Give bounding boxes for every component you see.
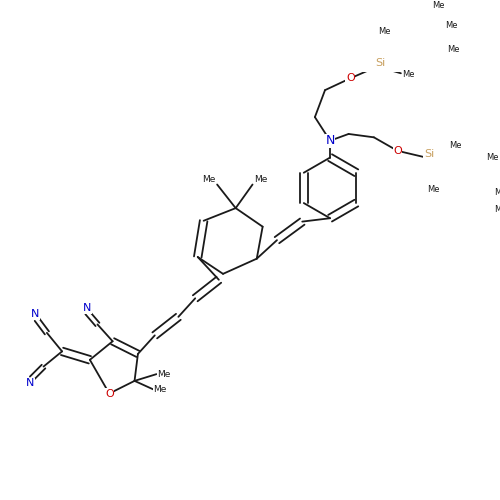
- Text: Me: Me: [445, 20, 458, 30]
- Text: N: N: [83, 304, 92, 314]
- Text: Si: Si: [424, 149, 434, 159]
- Text: Me: Me: [450, 142, 462, 150]
- Text: N: N: [31, 310, 40, 320]
- Text: Me: Me: [158, 370, 170, 378]
- Text: Me: Me: [426, 185, 439, 194]
- Text: O: O: [105, 388, 114, 398]
- Text: O: O: [393, 146, 402, 156]
- Text: Me: Me: [402, 70, 414, 80]
- Text: Me: Me: [447, 45, 460, 54]
- Text: Me: Me: [202, 175, 215, 184]
- Text: N: N: [26, 378, 34, 388]
- Text: Me: Me: [378, 26, 390, 36]
- Text: Me: Me: [494, 188, 500, 198]
- Text: Si: Si: [376, 58, 386, 68]
- Text: Me: Me: [494, 206, 500, 214]
- Text: N: N: [326, 134, 335, 147]
- Text: Me: Me: [432, 2, 444, 11]
- Text: O: O: [346, 74, 354, 84]
- Text: Me: Me: [254, 175, 268, 184]
- Text: Me: Me: [486, 153, 498, 162]
- Text: Me: Me: [153, 385, 166, 394]
